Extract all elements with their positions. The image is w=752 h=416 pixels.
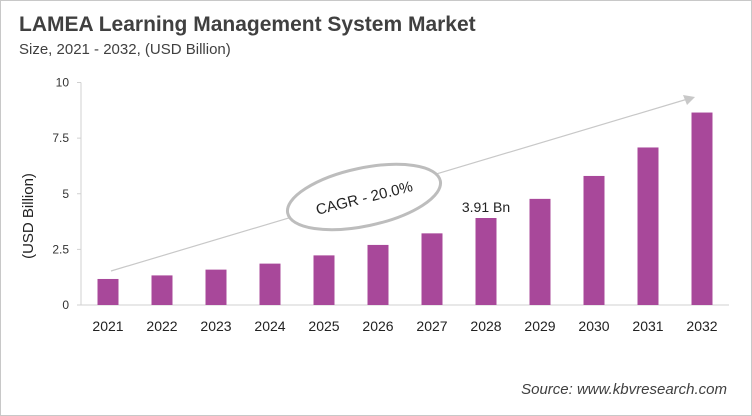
x-tick-label: 2030 [578, 318, 609, 334]
source-note: Source: www.kbvresearch.com [521, 381, 727, 398]
bar-2025 [313, 255, 335, 305]
x-tick-label: 2032 [686, 318, 717, 334]
bar-2021 [97, 278, 119, 305]
bar-2026 [367, 244, 389, 305]
chart-subtitle: Size, 2021 - 2032, (USD Billion) [19, 41, 231, 58]
bar-2032 [691, 112, 713, 305]
data-label: 3.91 Bn [462, 199, 510, 215]
x-tick-label: 2025 [308, 318, 339, 334]
bar-2029 [529, 198, 551, 305]
y-tick-label: 7.5 [52, 131, 69, 145]
bar-2031 [637, 147, 659, 305]
bar-2027 [421, 233, 443, 305]
x-tick-label: 2021 [92, 318, 123, 334]
x-tick-label: 2028 [470, 318, 501, 334]
y-tick-label: 5 [62, 187, 69, 201]
bar-2030 [583, 175, 605, 305]
cagr-ellipse [285, 162, 443, 232]
y-tick-label: 2.5 [52, 242, 69, 256]
x-tick-label: 2026 [362, 318, 393, 334]
trend-arrow-head [683, 95, 695, 105]
y-tick-label: 0 [62, 298, 69, 312]
bar-2023 [205, 269, 227, 305]
x-tick-label: 2029 [524, 318, 555, 334]
x-tick-label: 2027 [416, 318, 447, 334]
x-tick-label: 2023 [200, 318, 231, 334]
bar-2022 [151, 275, 173, 305]
x-tick-label: 2031 [632, 318, 663, 334]
chart-title: LAMEA Learning Management System Market [19, 13, 476, 36]
bar-2024 [259, 263, 281, 305]
y-axis-label: (USD Billion) [20, 173, 37, 259]
bar-2028 [475, 218, 497, 305]
x-tick-label: 2022 [146, 318, 177, 334]
x-tick-label: 2024 [254, 318, 285, 334]
y-tick-label: 10 [56, 76, 70, 90]
